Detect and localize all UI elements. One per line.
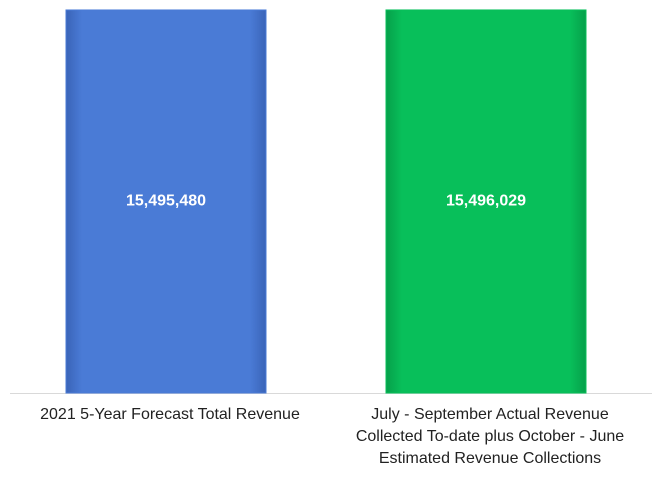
x-tick-label: 2021 5-Year Forecast Total Revenue (40, 406, 300, 423)
x-tick-label: July - September Actual Revenue Collecte… (355, 406, 625, 467)
data-label: 15,495,480 (126, 193, 206, 210)
bar (65, 9, 267, 394)
data-label: 15,496,029 (446, 193, 526, 210)
bar (385, 9, 587, 394)
